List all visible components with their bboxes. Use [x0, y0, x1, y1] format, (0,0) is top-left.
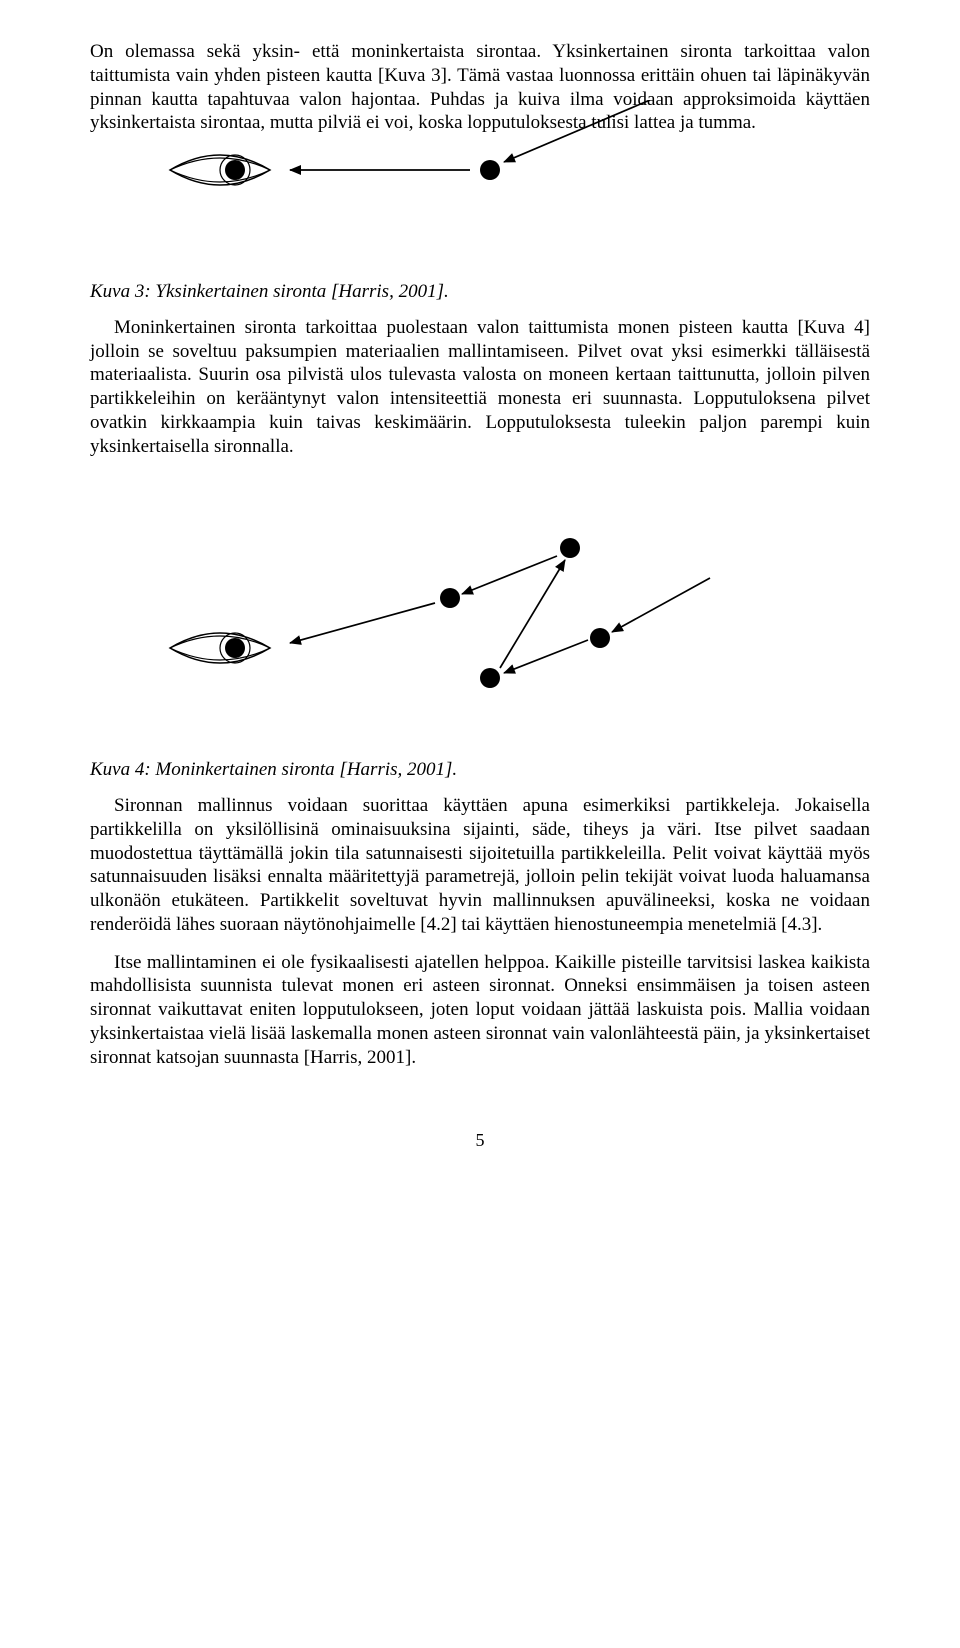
figure-3-caption: Kuva 3: Yksinkertainen sironta [Harris, …	[90, 280, 870, 304]
paragraph-physics: Itse mallintaminen ei ole fysikaalisesti…	[90, 951, 870, 1070]
arrow-segment	[462, 556, 557, 594]
paragraph-modeling: Sironnan mallinnus voidaan suorittaa käy…	[90, 794, 870, 937]
eye-icon	[170, 633, 270, 663]
paragraph-multi: Moninkertainen sironta tarkoittaa puoles…	[90, 316, 870, 459]
eye-icon	[170, 155, 270, 185]
arrow-segment	[504, 640, 588, 673]
arrow-segment	[290, 603, 435, 643]
page-number: 5	[90, 1129, 870, 1152]
figure-4-svg	[90, 518, 750, 718]
arrow-segment	[612, 578, 710, 632]
particle-dot	[440, 588, 460, 608]
figure-4-caption: Kuva 4: Moninkertainen sironta [Harris, …	[90, 758, 870, 782]
figure-4	[90, 518, 870, 718]
particle-dot	[480, 668, 500, 688]
particle-dot	[480, 160, 500, 180]
arrow-segment	[500, 560, 565, 668]
particle-dot	[590, 628, 610, 648]
particle-dot	[560, 538, 580, 558]
